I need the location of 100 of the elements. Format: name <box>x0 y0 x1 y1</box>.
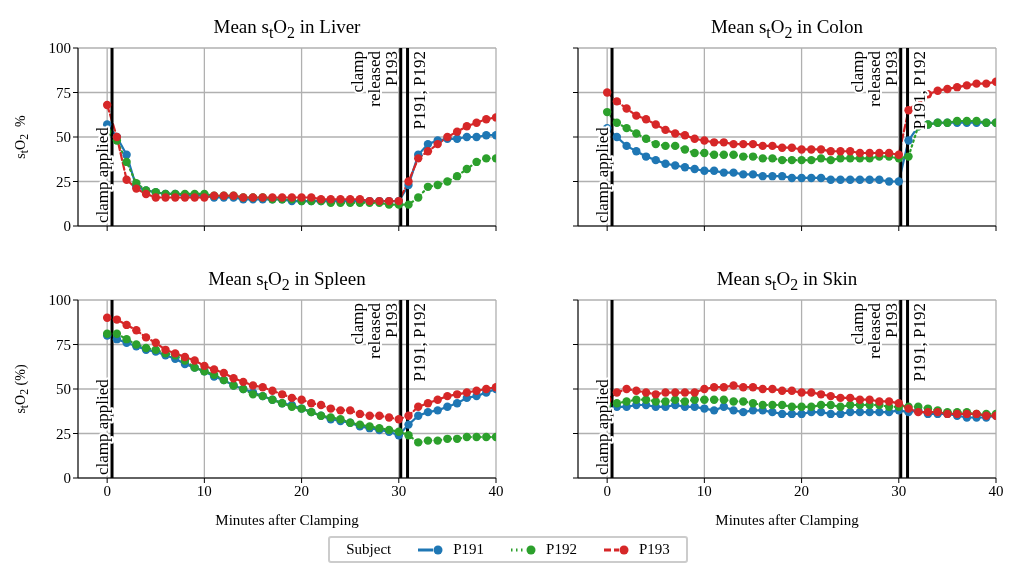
point <box>661 397 670 406</box>
point <box>452 127 462 136</box>
point <box>297 395 306 404</box>
point <box>462 432 472 442</box>
point <box>472 432 481 442</box>
point <box>845 175 855 184</box>
point <box>423 407 433 417</box>
x-tick-label: 20 <box>794 482 810 499</box>
point <box>641 115 651 124</box>
point <box>161 193 170 202</box>
ref-line-label: P191, P192 <box>909 303 929 382</box>
point <box>729 381 738 390</box>
point <box>768 384 777 394</box>
point <box>452 390 462 399</box>
point <box>612 388 622 397</box>
point <box>748 139 758 149</box>
point <box>719 383 729 392</box>
chart-title: Mean s$_{t}$O$_{2}$ in Liver <box>212 16 362 42</box>
point <box>826 391 835 401</box>
y-tick-label: 50 <box>56 381 71 398</box>
point <box>414 193 423 202</box>
ref-line-label: clamp released P193 <box>347 302 401 359</box>
point <box>700 166 709 176</box>
point <box>739 383 748 392</box>
point <box>671 129 680 138</box>
x-tick-label: 40 <box>488 482 504 499</box>
ref-line-label: P191, P192 <box>409 51 429 130</box>
point <box>632 147 641 156</box>
point <box>797 409 806 419</box>
point <box>904 106 913 115</box>
y-tick-label: 100 <box>48 292 71 309</box>
point <box>729 397 738 406</box>
point <box>122 157 131 167</box>
point <box>443 177 452 186</box>
point <box>462 164 472 174</box>
point <box>423 436 433 445</box>
point <box>719 168 729 177</box>
point <box>816 145 826 154</box>
point <box>423 399 433 408</box>
point <box>768 407 777 417</box>
point <box>452 399 462 408</box>
point <box>661 141 670 151</box>
point <box>787 386 797 395</box>
point <box>729 168 738 177</box>
point <box>472 386 481 395</box>
point <box>797 173 806 183</box>
point <box>855 395 865 404</box>
point <box>141 189 151 199</box>
point <box>433 436 442 445</box>
point <box>102 100 112 110</box>
point <box>904 136 913 145</box>
x-tick-label: 10 <box>696 482 712 499</box>
point <box>894 150 903 159</box>
point <box>719 138 729 147</box>
point <box>884 397 894 406</box>
point <box>433 139 442 149</box>
point <box>651 155 660 165</box>
point <box>797 402 806 411</box>
point <box>875 148 884 158</box>
point <box>482 115 491 124</box>
point <box>423 147 433 156</box>
legend-label: P192 <box>546 541 577 558</box>
point <box>875 175 884 184</box>
point <box>758 154 767 163</box>
point <box>612 97 622 106</box>
x-axis-title: Minutes after Clamping <box>214 512 360 529</box>
point <box>836 175 845 184</box>
y-tick-label: 25 <box>56 173 71 190</box>
point <box>826 147 835 156</box>
point <box>452 171 462 181</box>
legend-title: Subject <box>346 541 392 558</box>
point <box>472 132 481 142</box>
point <box>894 177 903 186</box>
point <box>797 388 806 397</box>
point <box>612 118 622 127</box>
point <box>807 155 816 165</box>
point <box>287 393 297 403</box>
point <box>452 434 462 444</box>
point <box>680 397 690 406</box>
point <box>414 154 423 163</box>
point <box>404 411 413 420</box>
point <box>268 386 277 395</box>
point <box>709 395 719 404</box>
point <box>797 155 806 165</box>
point <box>661 125 670 135</box>
y-tick-label: 75 <box>56 84 71 101</box>
point <box>297 193 306 202</box>
ref-line-label: clamp applied <box>593 126 613 223</box>
point <box>433 180 442 190</box>
point <box>102 313 112 322</box>
point <box>690 134 699 143</box>
point <box>709 150 719 159</box>
point <box>641 134 651 143</box>
point <box>112 329 122 339</box>
point <box>836 402 845 411</box>
point <box>622 397 631 406</box>
point <box>602 107 612 117</box>
point <box>171 193 180 202</box>
point <box>943 84 952 94</box>
point <box>326 404 335 413</box>
